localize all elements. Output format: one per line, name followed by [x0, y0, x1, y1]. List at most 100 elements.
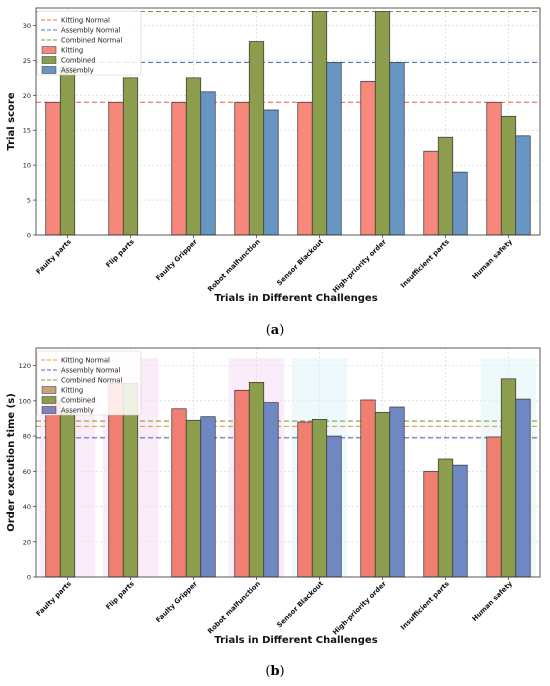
bar [234, 389, 250, 578]
bar [486, 436, 502, 578]
bar [423, 470, 439, 578]
bar [311, 418, 328, 578]
legend-label: Assembly [61, 67, 94, 75]
x-tick-label: Flip parts [104, 580, 136, 612]
chart-panel-a: 0 5 10 15 20 25 30 Faulty parts Flip parts Faulty… [6, 7, 541, 304]
bar [234, 101, 250, 236]
x-tick-label: High-priority order [331, 579, 388, 636]
y-axis-label: Trial score [6, 92, 17, 150]
bar [437, 458, 454, 578]
panel-a-letter: a [270, 323, 280, 338]
x-tick-label: Sensor Blackout [275, 579, 325, 629]
legend: Kitting Normal Assembly Normal Combined No… [36, 350, 142, 416]
x-tick-label: Insufficient parts [399, 580, 451, 632]
bar [360, 399, 376, 578]
bar [486, 101, 502, 236]
legend: Kitting Normal Assembly Normal Combined No… [36, 10, 142, 76]
y-tick-label: 5 [27, 197, 31, 205]
bar [185, 77, 202, 236]
bar [248, 382, 265, 578]
bar [326, 62, 342, 236]
x-tick-label: Robot malfunction [206, 238, 262, 294]
legend-color-swatch [41, 386, 57, 394]
x-tick-label: Human safety [471, 237, 515, 281]
legend-label: Assembly Normal [61, 367, 121, 375]
bar [360, 80, 376, 236]
bar [263, 402, 279, 578]
bar [515, 398, 531, 578]
panel-b-caption: (b) [265, 664, 285, 679]
x-tick-label: Faulty Gripper [154, 579, 199, 624]
panel-a-caption: (a) [265, 323, 285, 338]
bar [185, 419, 202, 578]
bar [59, 67, 76, 236]
bar [122, 77, 139, 236]
legend-color-swatch [41, 66, 57, 74]
bar [374, 411, 391, 578]
legend-label: Kitting [61, 47, 83, 55]
panel-b-letter: b [270, 664, 280, 679]
legend-color-swatch [41, 46, 57, 54]
legend-color-swatch [41, 406, 57, 414]
legend-label: Combined Normal [61, 37, 122, 45]
y-tick-label: 20 [23, 92, 31, 100]
y-tick-label: 10 [23, 162, 31, 170]
x-axis-label: Trials in Different Challenges [214, 293, 377, 304]
legend-box [36, 350, 142, 416]
y-axis-label: Order execution time (s) [6, 393, 17, 532]
bar [45, 101, 61, 236]
legend-box [36, 10, 142, 76]
y-tick-label: 25 [23, 57, 31, 65]
bar [389, 62, 405, 236]
bar [171, 101, 187, 236]
x-tick-label: Robot malfunction [206, 580, 262, 636]
x-tick-label: Insufficient parts [399, 238, 451, 290]
bar [500, 115, 517, 236]
bar [437, 136, 454, 236]
legend-label: Kitting [61, 387, 83, 395]
legend-label: Combined [61, 397, 96, 405]
bar [297, 421, 313, 578]
bar [59, 411, 76, 578]
x-tick-label: High-priority order [331, 237, 388, 294]
bar [200, 91, 216, 236]
bar [389, 406, 405, 578]
bar [248, 41, 265, 236]
bar [500, 378, 517, 578]
legend-color-swatch [41, 56, 57, 64]
x-tick-label: Faulty parts [35, 238, 73, 276]
y-tick-label: 80 [23, 433, 31, 441]
bar [311, 11, 328, 236]
bar [200, 416, 216, 578]
y-tick-label: 60 [23, 468, 31, 476]
axes-frame [35, 347, 541, 578]
bar [297, 101, 313, 236]
y-tick-label: 120 [19, 362, 31, 370]
x-tick-label: Human safety [471, 579, 515, 623]
legend-label: Combined [61, 57, 96, 65]
y-tick-label: 30 [23, 22, 31, 30]
axes-frame [35, 7, 541, 236]
bar [515, 135, 531, 236]
legend-label: Assembly [61, 407, 94, 415]
y-tick-label: 20 [23, 538, 31, 546]
legend-color-swatch [41, 396, 57, 404]
x-tick-label: Sensor Blackout [275, 237, 325, 287]
legend-label: Kitting Normal [61, 17, 110, 25]
x-tick-label: Faulty Gripper [154, 237, 199, 282]
x-axis-label: Trials in Different Challenges [214, 635, 377, 646]
chart-panel-b: 0 20 40 60 80 100 120 Faulty parts Flip parts Fau… [6, 347, 541, 646]
bar [452, 171, 468, 236]
y-tick-label: 15 [23, 127, 31, 135]
bar [263, 109, 279, 236]
x-tick-label: Faulty parts [35, 580, 73, 618]
bar [452, 464, 468, 578]
legend-label: Assembly Normal [61, 27, 121, 35]
bar [108, 101, 124, 236]
legend-label: Kitting Normal [61, 357, 110, 365]
y-tick-label: 100 [19, 397, 31, 405]
y-tick-label: 0 [27, 574, 31, 582]
x-tick-label: Flip parts [104, 238, 136, 270]
bar [326, 435, 342, 578]
